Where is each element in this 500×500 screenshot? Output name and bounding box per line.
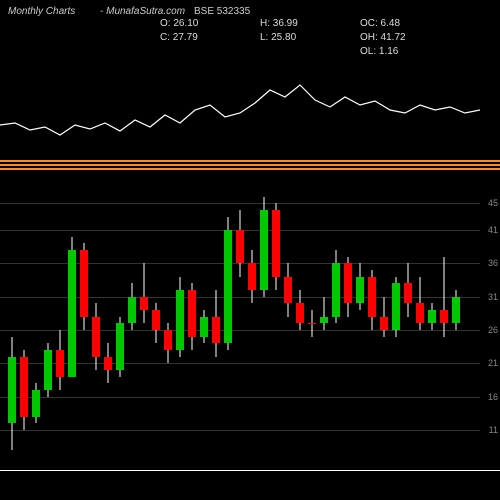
candle-wick	[444, 257, 445, 337]
candle-body-down	[344, 263, 352, 303]
candle-body-down	[80, 250, 88, 317]
candle-wick	[324, 297, 325, 330]
indicator-line-chart	[0, 55, 480, 155]
candle-body-down	[284, 277, 292, 304]
ohlc-high: H: 36.99	[260, 18, 298, 29]
axis-tick-label: 21	[488, 358, 498, 368]
axis-tick-label: 45	[488, 198, 498, 208]
candle-body-up	[224, 230, 232, 343]
chart-title: Monthly Charts	[8, 6, 75, 17]
candle-wick	[144, 263, 145, 323]
candle-body-down	[236, 230, 244, 263]
candle-body-down	[272, 210, 280, 277]
candle-body-up	[428, 310, 436, 323]
candle-body-up	[452, 297, 460, 324]
separator-line	[0, 164, 500, 166]
candle-body-up	[200, 317, 208, 337]
chart-source: - MunafaSutra.com	[100, 6, 185, 17]
candle-body-down	[296, 303, 304, 323]
ohlc-close: C: 27.79	[160, 32, 198, 43]
axis-tick-label: 16	[488, 392, 498, 402]
candlestick-chart	[0, 190, 480, 470]
ticker-symbol: BSE 532335	[194, 6, 250, 17]
candle-body-up	[332, 263, 340, 316]
candle-body-down	[188, 290, 196, 337]
candle-body-down	[104, 357, 112, 370]
ohlc-low: L: 25.80	[260, 32, 296, 43]
axis-tick-label: 31	[488, 292, 498, 302]
candle-body-up	[260, 210, 268, 290]
candle-body-up	[44, 350, 52, 390]
candle-body-up	[32, 390, 40, 417]
candle-body-down	[248, 263, 256, 290]
candle-body-down	[368, 277, 376, 317]
candle-body-down	[92, 317, 100, 357]
candle-body-up	[320, 317, 328, 324]
candle-body-down	[380, 317, 388, 330]
axis-tick-label: 11	[489, 425, 498, 435]
ohlc-oc: OC: 6.48	[360, 18, 400, 29]
candle-body-up	[8, 357, 16, 424]
candle-body-down	[416, 303, 424, 323]
candle-body-down	[56, 350, 64, 377]
candle-body-down	[152, 310, 160, 330]
candle-body-down	[140, 297, 148, 310]
axis-tick-label: 26	[488, 325, 498, 335]
candle-body-up	[176, 290, 184, 350]
separator-line	[0, 168, 500, 170]
candle-body-up	[68, 250, 76, 377]
candle-body-down	[212, 317, 220, 344]
candle-body-down	[308, 323, 316, 324]
candle-body-down	[164, 330, 172, 350]
candle-body-down	[404, 283, 412, 303]
candle-body-up	[116, 323, 124, 370]
ohlc-open: O: 26.10	[160, 18, 198, 29]
candle-body-up	[356, 277, 364, 304]
axis-tick-label: 36	[488, 258, 498, 268]
candle-body-down	[440, 310, 448, 323]
separator-line	[0, 160, 500, 162]
candle-body-up	[392, 283, 400, 330]
ohlc-oh: OH: 41.72	[360, 32, 406, 43]
candle-body-down	[20, 357, 28, 417]
candle-body-up	[128, 297, 136, 324]
axis-tick-label: 41	[488, 225, 498, 235]
chart-baseline	[0, 470, 500, 471]
